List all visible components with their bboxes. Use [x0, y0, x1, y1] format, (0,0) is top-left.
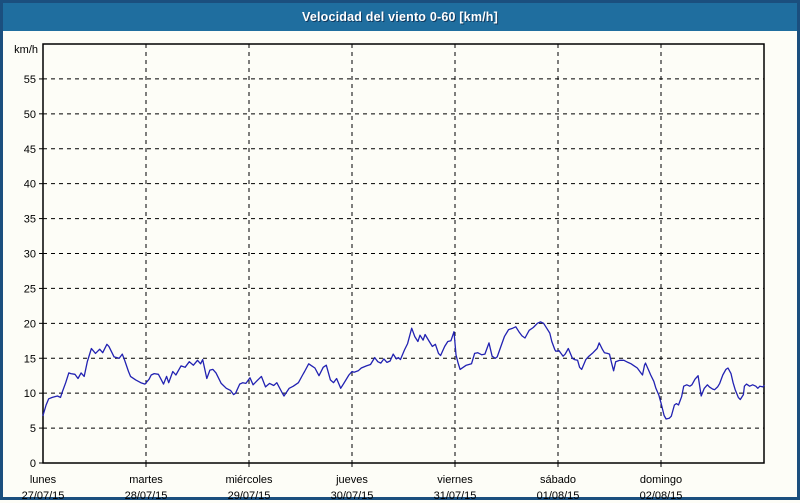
y-tick-label: 40 — [24, 179, 36, 191]
y-tick-label: 55 — [24, 74, 36, 86]
y-tick-label: 0 — [30, 458, 36, 470]
x-day-label: domingo — [640, 474, 682, 486]
x-day-label: sábado — [540, 474, 576, 486]
y-tick-label: 25 — [24, 283, 36, 295]
x-date-label: 30/07/15 — [331, 490, 374, 502]
x-day-label: jueves — [335, 474, 368, 486]
chart-title: Velocidad del viento 0-60 [km/h] — [301, 10, 499, 24]
x-day-label: miércoles — [225, 474, 273, 486]
x-date-label: 31/07/15 — [434, 490, 477, 502]
x-date-label: 02/08/15 — [640, 490, 683, 502]
y-tick-label: 35 — [24, 214, 36, 226]
y-tick-label: 15 — [24, 353, 36, 365]
x-day-label: martes — [129, 474, 163, 486]
y-tick-label: 30 — [24, 249, 36, 261]
y-tick-label: 20 — [24, 318, 36, 330]
x-day-label: lunes — [30, 474, 57, 486]
y-tick-label: 50 — [24, 109, 36, 121]
y-tick-label: 10 — [24, 388, 36, 400]
wind-speed-chart: 0 5 10 15 20 25 30 35 40 45 50 55 km/h lunes 27/07/15 m… — [14, 43, 765, 502]
x-day-label: viernes — [437, 474, 473, 486]
plot-border — [42, 43, 765, 464]
y-axis-unit-label: km/h — [14, 44, 38, 56]
y-tick-label: 5 — [30, 423, 36, 435]
wind-speed-line — [42, 321, 765, 420]
x-date-label: 27/07/15 — [22, 490, 65, 502]
chart-title-bar: Velocidad del viento 0-60 [km/h] — [3, 3, 797, 31]
y-tick-label: 45 — [24, 144, 36, 156]
x-date-label: 28/07/15 — [125, 490, 168, 502]
x-date-label: 01/08/15 — [537, 490, 580, 502]
x-date-label: 29/07/15 — [228, 490, 271, 502]
